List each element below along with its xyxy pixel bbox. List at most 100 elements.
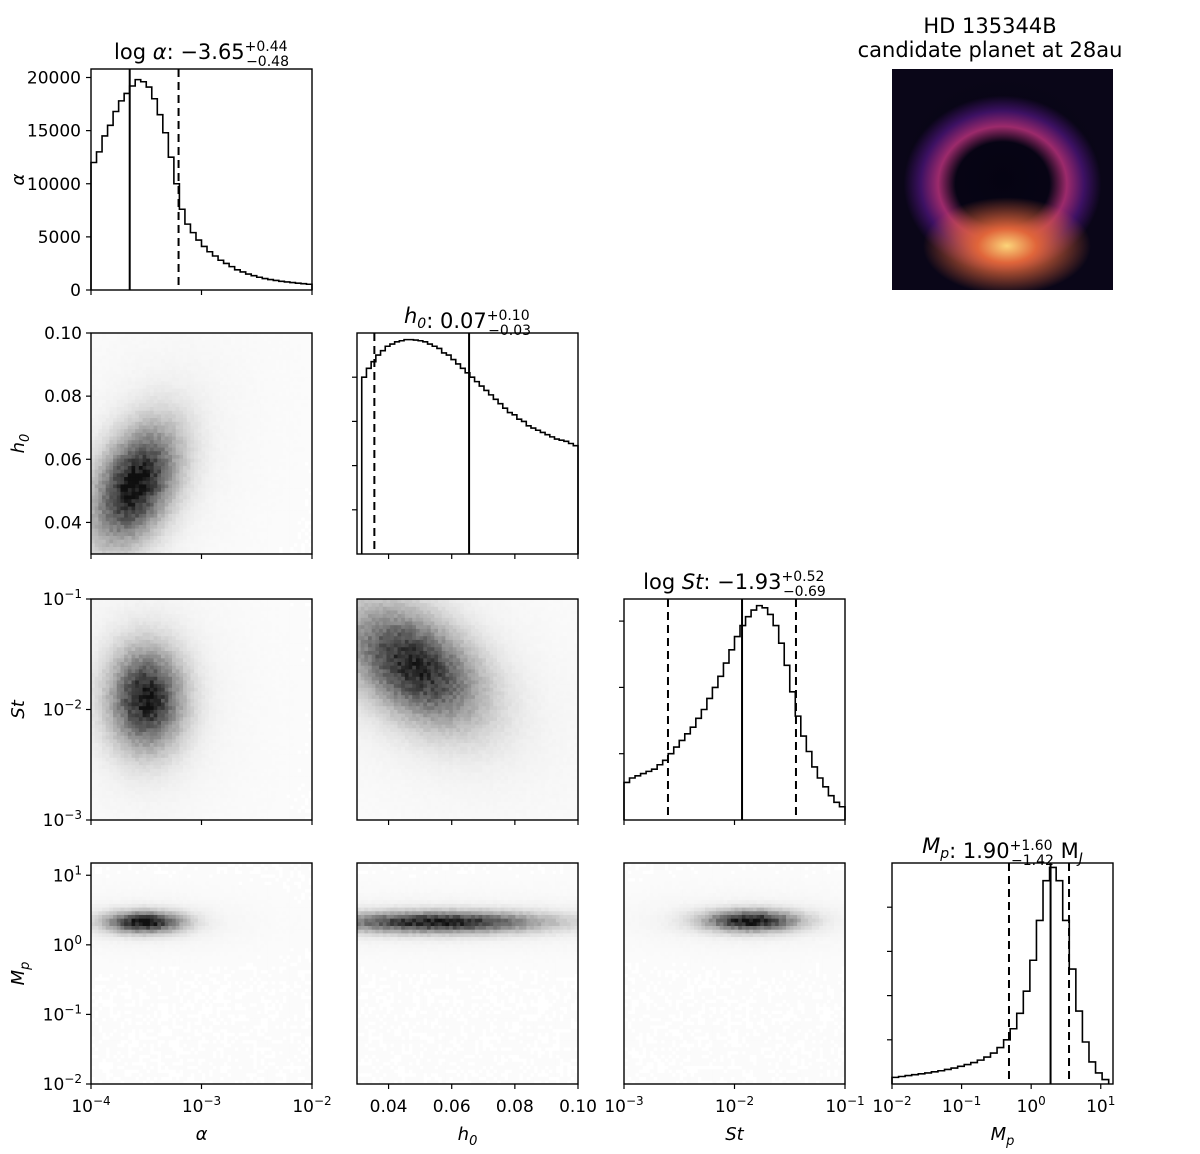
density-cell [172, 417, 177, 422]
density-cell [264, 358, 269, 363]
density-cell [275, 410, 280, 415]
density-cell [267, 439, 272, 444]
density-cell [135, 654, 140, 659]
density-cell [267, 450, 272, 455]
density-cell [91, 472, 96, 478]
density-cell [186, 495, 191, 500]
density-cell [91, 610, 96, 615]
density-cell [186, 487, 191, 492]
density-cell [135, 336, 140, 341]
density-cell [105, 613, 110, 618]
density-cell [223, 373, 228, 378]
density-cell [98, 410, 103, 415]
density-cell [91, 654, 96, 659]
density-cell [271, 351, 276, 356]
density-cell [131, 676, 136, 681]
density-cell [230, 550, 236, 555]
density-cell [212, 531, 217, 536]
density-cell [278, 539, 283, 544]
density-cell [275, 461, 280, 466]
density-cell [186, 432, 191, 437]
density-cell [146, 606, 151, 611]
density-cell [201, 487, 206, 492]
density-cell [186, 344, 191, 349]
density-cell [116, 535, 121, 540]
density-cell [116, 698, 121, 703]
density-cell [124, 657, 129, 663]
density-cell [138, 454, 143, 459]
density-cell [216, 509, 221, 514]
density-cell [105, 643, 110, 648]
density-cell [172, 794, 177, 799]
density-cell [275, 517, 280, 522]
density-cell [160, 469, 166, 474]
density-cell [127, 465, 132, 470]
density-cell [153, 683, 158, 688]
density-cell [160, 517, 166, 522]
density-cell [175, 421, 180, 426]
density-cell [197, 502, 202, 507]
density-cell [160, 808, 166, 814]
density-cell [124, 347, 129, 352]
density-cell [264, 425, 269, 430]
density-cell [168, 373, 173, 378]
density-cell [175, 665, 180, 670]
density-cell [164, 797, 169, 802]
density-cell [219, 344, 224, 349]
density-cell [153, 495, 158, 500]
density-cell [205, 528, 210, 533]
density-cell [138, 498, 143, 503]
density-cell [91, 432, 96, 437]
density-cell [105, 469, 110, 474]
density-cell [157, 336, 162, 341]
density-cell [219, 369, 224, 374]
density-cell [102, 742, 107, 747]
density-cell [249, 395, 254, 400]
density-cell [205, 373, 210, 378]
density-cell [135, 808, 140, 814]
density-cell [234, 417, 239, 422]
density-cell [94, 472, 99, 478]
density-cell [230, 450, 236, 455]
density-cell [91, 738, 96, 744]
density-cell [135, 384, 140, 389]
density-cell [249, 347, 254, 352]
density-cell [245, 450, 250, 455]
density-cell [186, 539, 191, 544]
density-cell [223, 469, 228, 474]
density-cell [91, 336, 96, 341]
density-cell [293, 480, 298, 485]
density-cell [105, 509, 110, 514]
density-cell [297, 377, 302, 382]
density-cell [216, 476, 221, 481]
density-cell [146, 621, 151, 626]
density-cell [201, 333, 206, 338]
density-cell [197, 517, 202, 522]
density-cell [208, 550, 213, 555]
density-cell [208, 528, 213, 533]
density-cell [113, 742, 118, 747]
density-cell [238, 395, 243, 400]
density-cell [253, 340, 258, 345]
density-cell [116, 624, 121, 629]
density-cell [223, 395, 228, 400]
density-cell [105, 705, 110, 710]
density-cell [102, 498, 107, 503]
density-cell [120, 691, 125, 696]
density-cell [253, 344, 258, 349]
density-cell [175, 694, 180, 699]
density-cell [260, 340, 265, 345]
density-cell [146, 498, 151, 503]
density-cell [102, 750, 107, 755]
density-cell [238, 469, 243, 474]
density-cell [157, 643, 162, 648]
density-cell [102, 650, 107, 655]
density-cell [234, 447, 239, 452]
density-cell [164, 742, 169, 747]
density-cell [149, 713, 155, 718]
density-cell [183, 362, 188, 367]
density-cell [149, 757, 155, 762]
density-cell [168, 450, 173, 455]
density-cell [102, 333, 107, 338]
density-cell [149, 816, 155, 821]
